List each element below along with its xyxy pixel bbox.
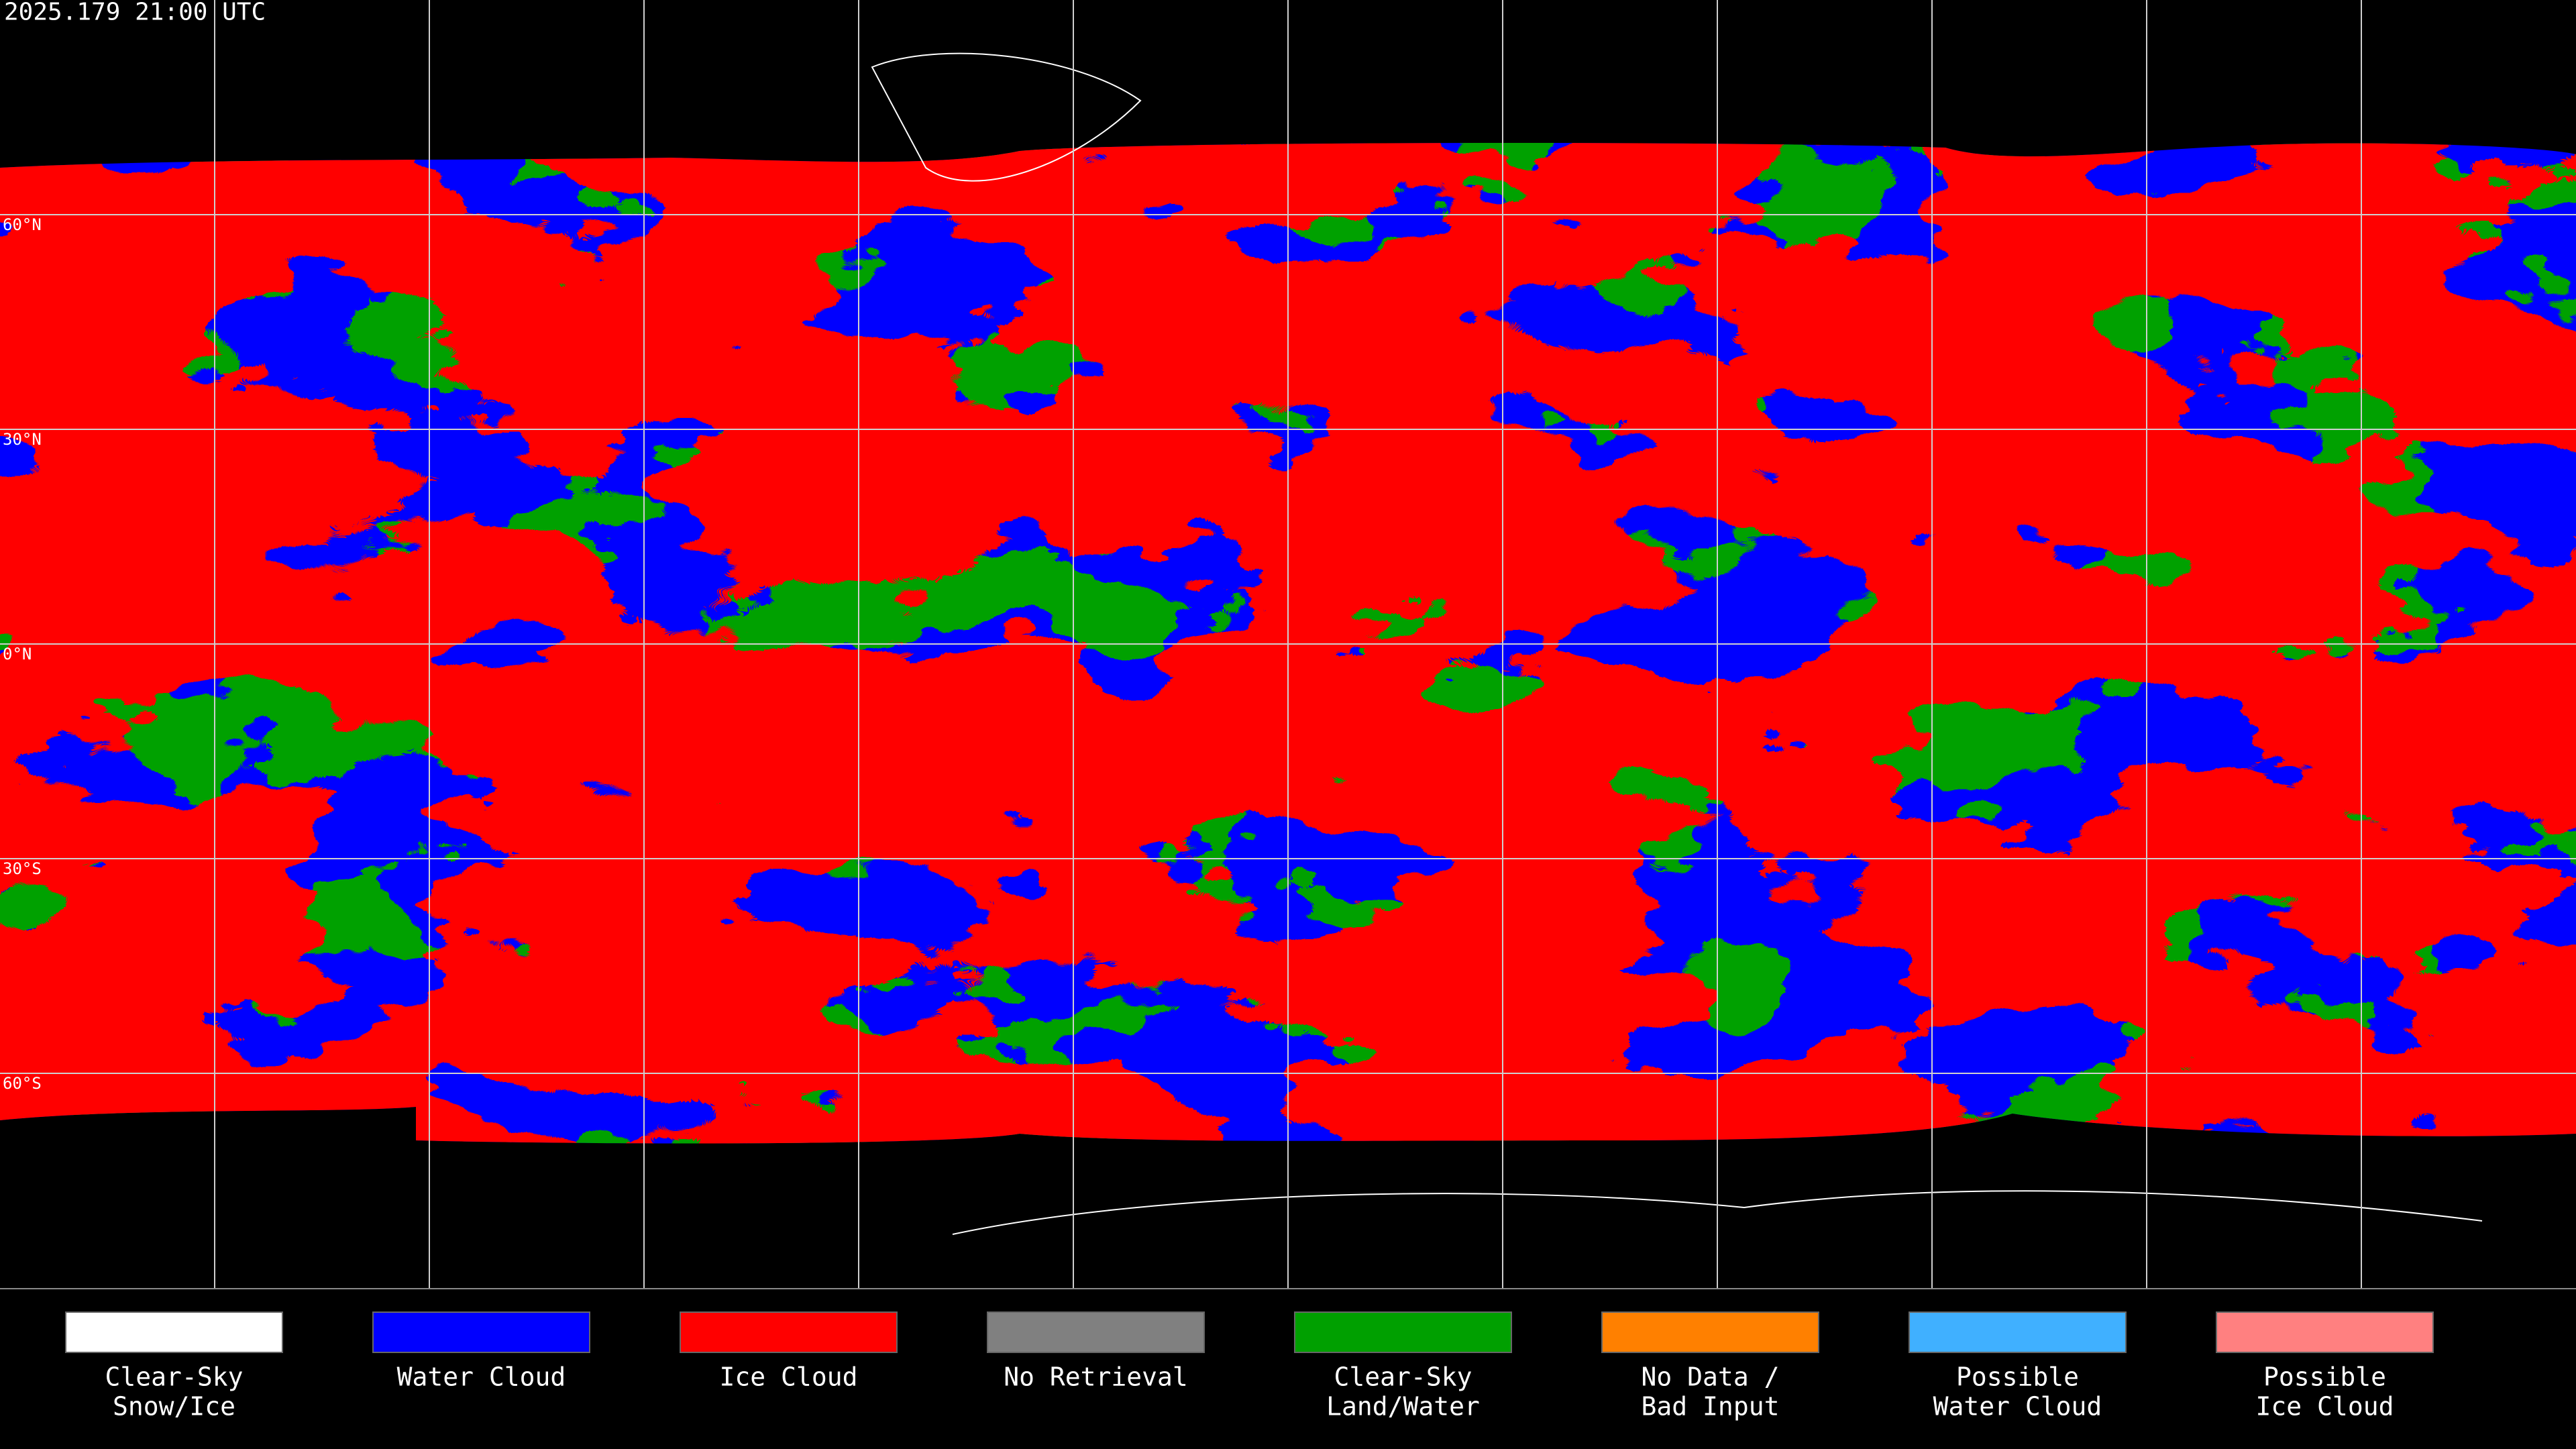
legend-swatch bbox=[65, 1311, 283, 1353]
legend-label: No Data / bbox=[1642, 1362, 1780, 1392]
coastlines bbox=[871, 52, 2483, 1235]
legend-label: Water Cloud bbox=[397, 1362, 566, 1392]
legend-swatch bbox=[1601, 1311, 1819, 1353]
graticule bbox=[0, 0, 2576, 1288]
legend-label: Clear-Sky bbox=[1334, 1362, 1472, 1392]
latitude-label: 60°N bbox=[3, 215, 42, 234]
legend-label: Snow/Ice bbox=[113, 1392, 235, 1421]
legend-swatch bbox=[2216, 1311, 2434, 1353]
legend-swatch bbox=[1294, 1311, 1512, 1353]
legend-swatch bbox=[680, 1311, 898, 1353]
legend-swatch bbox=[372, 1311, 590, 1353]
latitude-label: 60°S bbox=[3, 1074, 42, 1093]
latitude-label: 30°S bbox=[3, 859, 42, 878]
legend-label: No Retrieval bbox=[1004, 1362, 1188, 1392]
legend-label: Ice Cloud bbox=[720, 1362, 858, 1392]
antarctica bbox=[952, 1190, 2483, 1235]
legend-label: Water Cloud bbox=[1933, 1392, 2102, 1421]
legend-label: Ice Cloud bbox=[2256, 1392, 2394, 1421]
legend-swatch bbox=[1909, 1311, 2127, 1353]
legend-label: Bad Input bbox=[1642, 1392, 1780, 1421]
greenland bbox=[871, 52, 1142, 182]
legend-label: Possible bbox=[2263, 1362, 2386, 1392]
latitude-labels: 60°N 30°N 0°N 30°S 60°S bbox=[3, 215, 42, 1093]
timestamp: 2025.179 21:00 UTC bbox=[4, 0, 266, 26]
legend-label: Land/Water bbox=[1326, 1392, 1480, 1421]
latitude-label: 0°N bbox=[3, 645, 32, 663]
legend-label: Possible bbox=[1956, 1362, 2079, 1392]
legend-swatch bbox=[987, 1311, 1205, 1353]
legend-label: Clear-Sky bbox=[105, 1362, 244, 1392]
latitude-label: 30°N bbox=[3, 430, 42, 449]
